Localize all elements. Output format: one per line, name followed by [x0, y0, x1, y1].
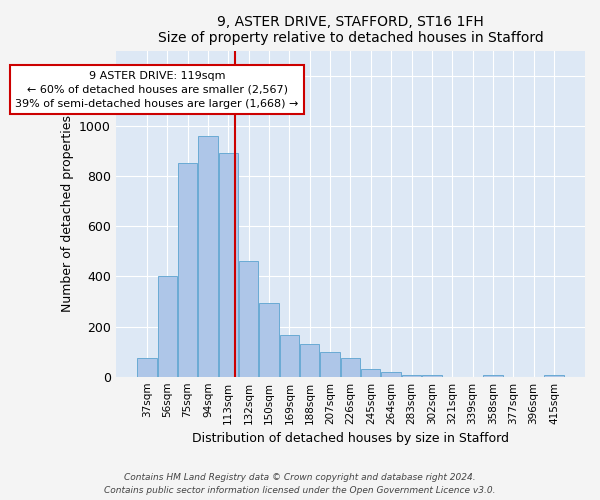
Text: 9 ASTER DRIVE: 119sqm
← 60% of detached houses are smaller (2,567)
39% of semi-d: 9 ASTER DRIVE: 119sqm ← 60% of detached … [16, 70, 299, 108]
X-axis label: Distribution of detached houses by size in Stafford: Distribution of detached houses by size … [192, 432, 509, 445]
Bar [341, 358, 360, 376]
Bar [178, 164, 197, 376]
Y-axis label: Number of detached properties: Number of detached properties [61, 115, 74, 312]
Bar [218, 154, 238, 376]
Bar [239, 262, 259, 376]
Bar [198, 136, 218, 376]
Bar [280, 336, 299, 376]
Text: Contains HM Land Registry data © Crown copyright and database right 2024.
Contai: Contains HM Land Registry data © Crown c… [104, 474, 496, 495]
Bar [137, 358, 157, 376]
Bar [320, 352, 340, 376]
Bar [361, 369, 380, 376]
Bar [382, 372, 401, 376]
Bar [259, 302, 278, 376]
Title: 9, ASTER DRIVE, STAFFORD, ST16 1FH
Size of property relative to detached houses : 9, ASTER DRIVE, STAFFORD, ST16 1FH Size … [158, 15, 544, 45]
Bar [300, 344, 319, 376]
Bar [158, 276, 177, 376]
